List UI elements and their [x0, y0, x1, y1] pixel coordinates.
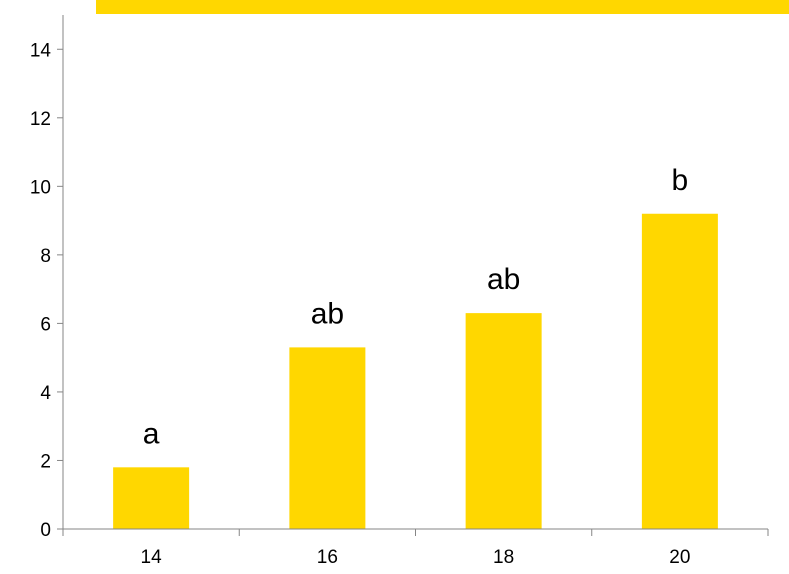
- y-tick-label-4: 4: [40, 383, 51, 404]
- data-label-16: ab: [311, 297, 344, 330]
- x-tick-label-18: 18: [493, 547, 514, 568]
- data-label-14: a: [143, 417, 160, 450]
- x-tick-label-20: 20: [669, 547, 690, 568]
- bar-16: [289, 347, 366, 529]
- data-label-20: b: [672, 164, 689, 197]
- y-tick-label-8: 8: [40, 246, 51, 267]
- bar-14: [113, 467, 190, 529]
- y-tick-label-12: 12: [30, 109, 51, 130]
- top-decorative-band: [96, 0, 789, 14]
- bar-18: [465, 313, 542, 529]
- y-tick-label-2: 2: [40, 451, 51, 472]
- data-label-18: ab: [487, 263, 520, 296]
- y-tick-label-10: 10: [30, 177, 51, 198]
- x-tick-label-16: 16: [317, 547, 338, 568]
- x-tick-label-14: 14: [141, 547, 163, 568]
- y-tick-label-14: 14: [30, 40, 52, 61]
- bar-20: [641, 213, 718, 529]
- y-tick-label-6: 6: [40, 314, 51, 335]
- y-tick-label-0: 0: [40, 520, 51, 541]
